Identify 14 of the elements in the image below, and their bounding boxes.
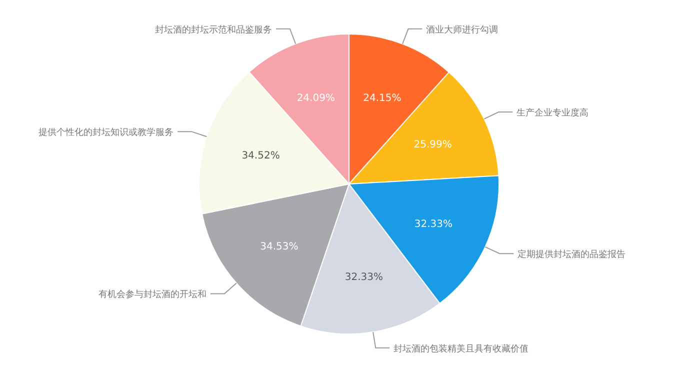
slice-label: 封坛酒的封坛示范和品鉴服务 bbox=[154, 24, 272, 36]
data-label: 24.09% bbox=[296, 93, 335, 104]
data-label: 32.33% bbox=[414, 218, 452, 230]
data-label: 34.53% bbox=[260, 241, 298, 252]
slice-label: 提供个性化的封坛知识或教学服务 bbox=[38, 127, 174, 138]
slice-label: 酒业大师进行勾调 bbox=[426, 24, 498, 36]
slice-label: 定期提供封坛酒的品鉴报告 bbox=[518, 249, 626, 260]
slice-label: 封坛酒的包装精美且具有收藏价值 bbox=[394, 343, 529, 354]
data-label: 24.15% bbox=[363, 93, 402, 104]
data-label: 34.52% bbox=[242, 150, 280, 162]
slice-label: 生产企业专业度高 bbox=[516, 108, 589, 119]
data-label: 32.33% bbox=[344, 272, 383, 283]
slice-label: 有机会参与封坛酒的开坛和 bbox=[98, 289, 206, 300]
data-label: 25.99% bbox=[414, 140, 452, 151]
